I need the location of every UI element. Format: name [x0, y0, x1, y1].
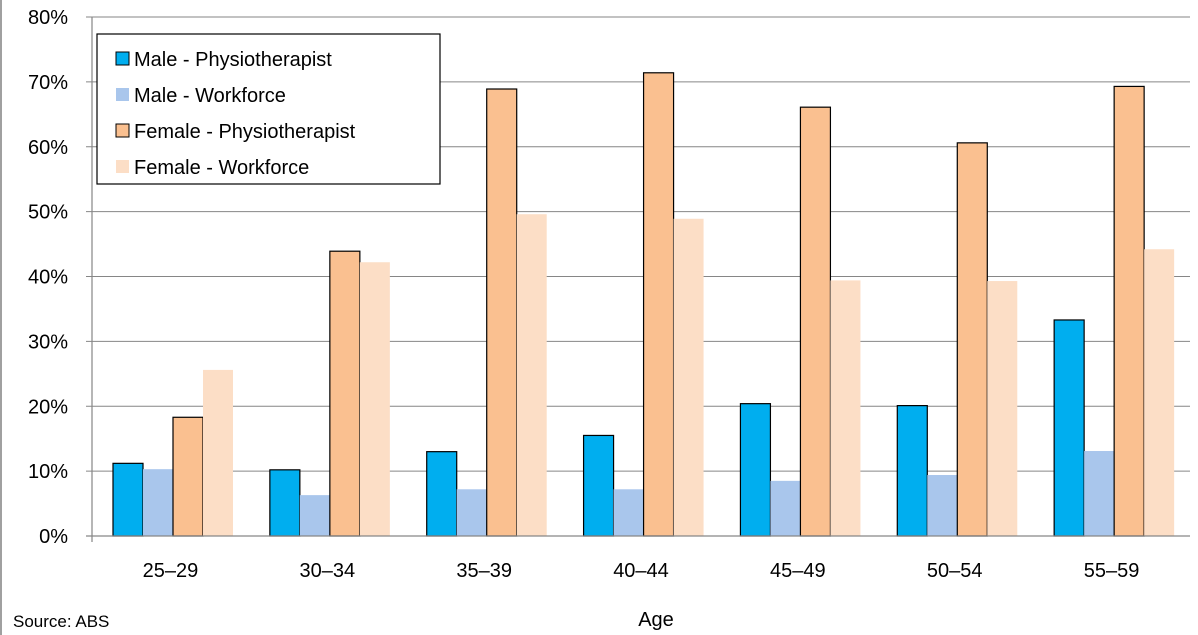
legend: Male - Physiotherapist Male - Workforce Fe…	[96, 33, 441, 185]
y-tick-label: 20%	[28, 396, 68, 418]
bar-male-physiotherapist-2	[426, 451, 458, 537]
source-note: Source: ABS	[13, 612, 109, 631]
bar-male-physiotherapist-4	[739, 403, 772, 537]
bar-male-workforce-2	[456, 489, 487, 536]
bar-female-workforce-0	[203, 369, 233, 536]
y-tick-label: 80%	[28, 7, 68, 29]
bar-female-physiotherapist-1	[329, 250, 361, 537]
y-tick-labels: 0% 10% 20% 30% 40% 50% 60% 70% 80%	[28, 7, 68, 548]
bar-male-physiotherapist-0	[112, 462, 144, 537]
bar-male-workforce-1	[299, 495, 330, 536]
x-tick-label: 40–44	[613, 560, 669, 582]
bar-female-workforce-1	[359, 262, 390, 536]
bar-female-physiotherapist-2	[486, 88, 518, 537]
bar-female-physiotherapist-6	[1113, 85, 1145, 537]
x-tick-label: 30–34	[299, 560, 355, 582]
legend-swatch	[116, 160, 129, 173]
legend-swatch	[115, 51, 130, 66]
bar-female-workforce-4	[830, 280, 861, 536]
bar-male-workforce-0	[143, 469, 173, 536]
x-tick-label: 45–49	[770, 560, 826, 582]
bar-female-physiotherapist-3	[642, 72, 675, 537]
bar-female-workforce-3	[673, 218, 704, 537]
bar-male-physiotherapist-6	[1053, 319, 1085, 537]
x-tick-label: 50–54	[927, 560, 983, 582]
axes	[86, 16, 1190, 542]
bar-male-workforce-4	[770, 480, 801, 536]
legend-label: Female - Workforce	[134, 157, 309, 179]
bar-male-physiotherapist-5	[896, 405, 928, 537]
y-tick-label: 40%	[28, 267, 68, 289]
legend-swatch	[115, 123, 130, 138]
legend-label: Male - Workforce	[134, 85, 286, 107]
y-tick-label: 60%	[28, 137, 68, 159]
bar-female-workforce-6	[1144, 249, 1175, 536]
bar-male-physiotherapist-1	[269, 469, 301, 537]
x-axis-title: Age	[638, 609, 674, 631]
bar-male-workforce-6	[1084, 451, 1115, 536]
legend-label: Male - Physiotherapist	[134, 49, 332, 71]
y-tick-label: 30%	[28, 331, 68, 353]
y-tick-label: 10%	[28, 461, 68, 483]
bar-female-workforce-2	[516, 214, 547, 536]
bar-male-workforce-3	[613, 489, 644, 536]
bar-female-physiotherapist-0	[172, 416, 204, 537]
x-tick-label: 55–59	[1084, 560, 1140, 582]
bar-female-physiotherapist-5	[956, 142, 988, 537]
bar-male-workforce-5	[927, 475, 958, 536]
x-tick-label: 25–29	[143, 560, 199, 582]
y-tick-label: 70%	[28, 72, 68, 94]
legend-label: Female - Physiotherapist	[134, 121, 356, 143]
legend-box	[96, 33, 441, 185]
bar-female-physiotherapist-4	[799, 106, 832, 537]
x-tick-label: 35–39	[456, 560, 512, 582]
bar-male-physiotherapist-3	[582, 434, 615, 537]
bars	[112, 72, 1175, 537]
bar-female-workforce-5	[987, 281, 1018, 536]
x-tick-labels: 25–29 30–34 35–39 40–44 45–49 50–54 55–59	[143, 560, 1140, 582]
y-tick-label: 0%	[39, 526, 68, 548]
legend-swatch	[116, 88, 129, 101]
y-tick-label: 50%	[28, 202, 68, 224]
